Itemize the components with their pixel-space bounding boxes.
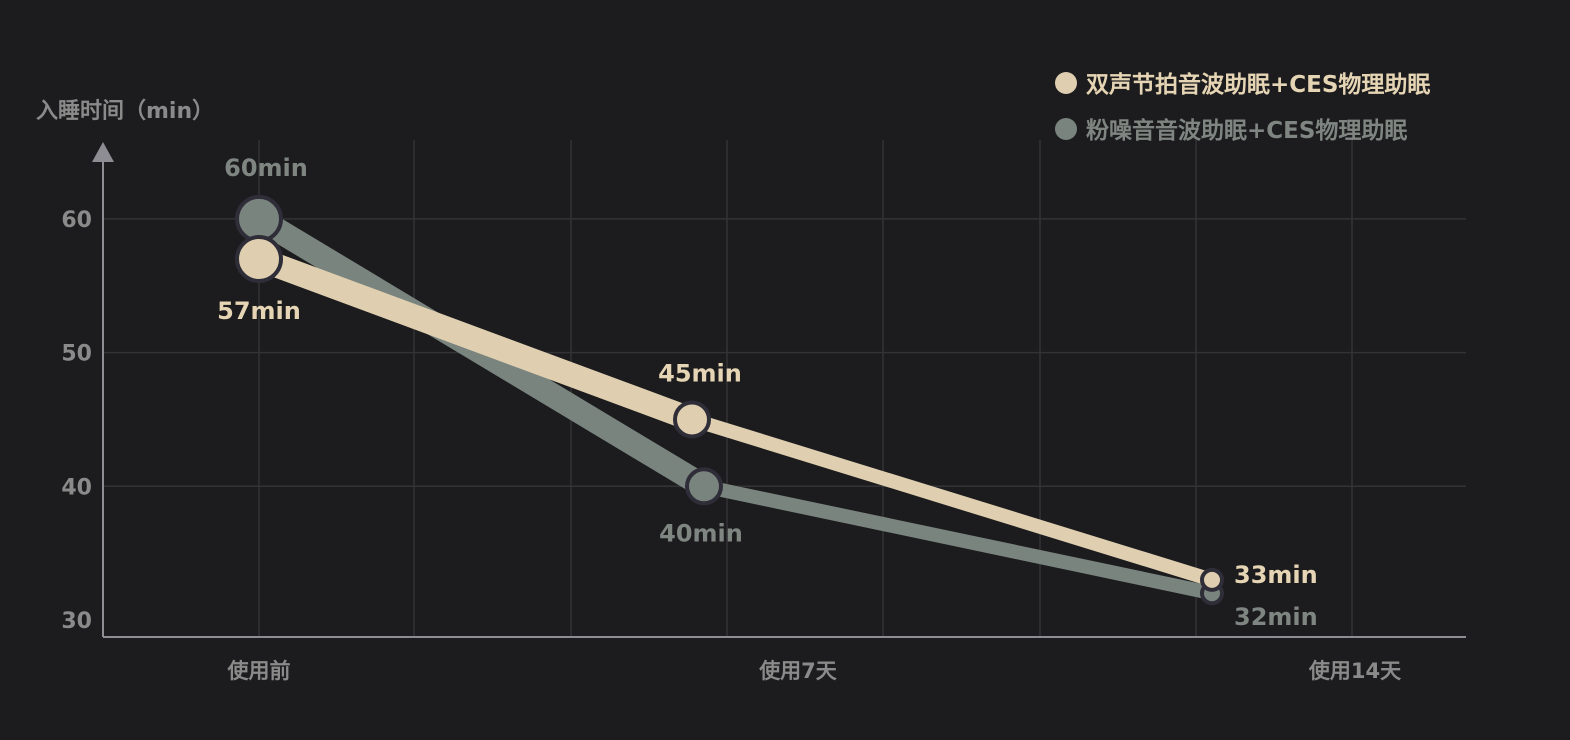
- x-tick-label: 使用前: [227, 659, 291, 683]
- legend-marker-icon: [1055, 72, 1077, 94]
- series-line-segment: [247, 247, 704, 432]
- axes: 入睡时间（min）: [36, 99, 1466, 638]
- grid: [103, 140, 1466, 637]
- legend-marker-icon: [1055, 118, 1077, 140]
- data-label: 40min: [659, 519, 743, 547]
- data-label: 57min: [217, 297, 301, 325]
- legend-label: 粉噪音音波助眠+CES物理助眠: [1086, 117, 1407, 144]
- series: 57min 45min 33min 60min 40min 32min: [217, 154, 1318, 631]
- series-line-segment: [685, 412, 1219, 587]
- series-line-segment: [697, 479, 1219, 601]
- data-label: 33min: [1234, 561, 1318, 589]
- y-tick-label: 60: [61, 208, 92, 233]
- y-axis-arrow-icon: [92, 142, 114, 162]
- data-label: 32min: [1234, 603, 1318, 631]
- y-tick-label: 50: [61, 342, 92, 367]
- data-point: [235, 235, 283, 284]
- y-axis-label: 入睡时间（min）: [36, 99, 214, 124]
- x-tick-label: 使用14天: [1308, 659, 1402, 683]
- data-point: [235, 194, 283, 243]
- x-tick-labels: 使用前 使用7天 使用14天: [227, 659, 1403, 683]
- legend-label: 双声节拍音波助眠+CES物理助眠: [1086, 71, 1430, 98]
- x-tick-label: 使用7天: [758, 659, 838, 683]
- data-label: 45min: [658, 359, 742, 387]
- y-tick-labels: 30 40 50 60: [61, 208, 92, 634]
- data-point: [1200, 567, 1224, 592]
- y-tick-label: 40: [61, 475, 92, 500]
- y-tick-label: 30: [61, 609, 92, 634]
- data-point: [673, 400, 711, 439]
- data-label: 60min: [224, 154, 308, 182]
- data-point: [685, 467, 723, 506]
